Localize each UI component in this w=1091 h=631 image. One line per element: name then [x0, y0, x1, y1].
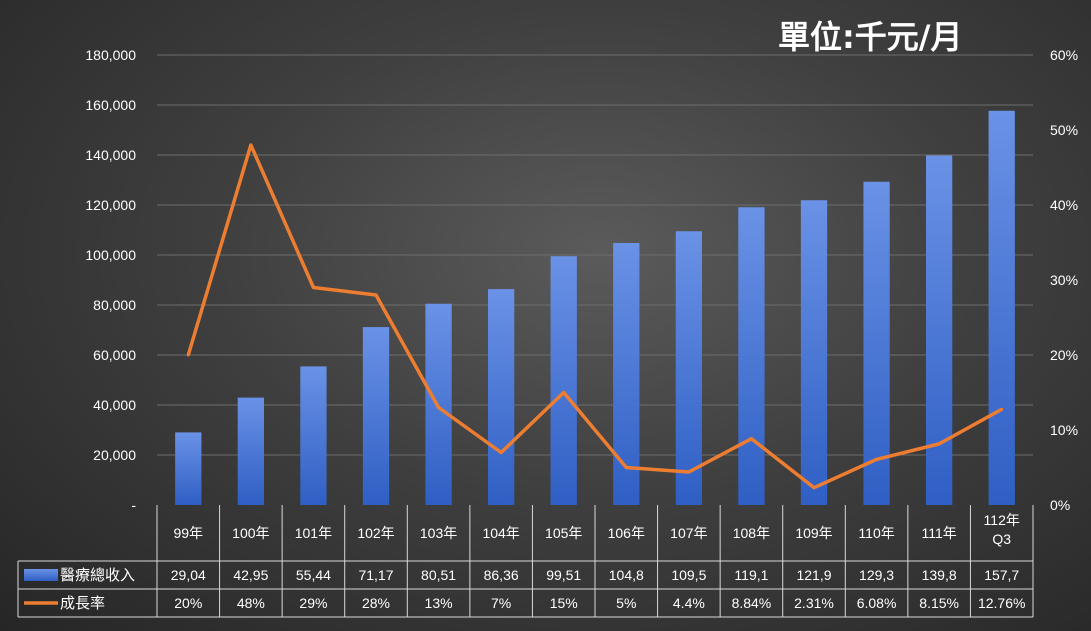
- table-cell: 12.76%: [978, 595, 1025, 611]
- table-cell: 48%: [237, 595, 265, 611]
- bar: [488, 289, 515, 505]
- growth-point: [687, 470, 691, 474]
- data-table: 99年 100年 101年 102年 103年 104年 105年 106年 107年 108年 1…: [17, 505, 1034, 618]
- right-tick-label: 30%: [1050, 272, 1078, 288]
- growth-point: [374, 293, 378, 297]
- category-label: 99年: [173, 525, 203, 541]
- category-label: 109年: [795, 525, 832, 541]
- growth-point: [624, 466, 628, 469]
- right-tick-label: 20%: [1050, 347, 1078, 363]
- growth-point: [749, 437, 753, 441]
- table-cell: 13%: [425, 595, 453, 611]
- growth-line: [186, 143, 1003, 490]
- table-cell: 139,8: [922, 567, 957, 583]
- legend-bar-swatch: [24, 569, 58, 581]
- category-label: 110年: [858, 525, 894, 541]
- bar: [863, 181, 890, 505]
- right-tick-label: 0%: [1050, 497, 1070, 513]
- category-label: 100年: [232, 525, 269, 541]
- left-tick-label: 160,000: [85, 97, 136, 113]
- bar: [926, 155, 953, 505]
- bar: [362, 327, 390, 505]
- category-label: 108年: [733, 525, 770, 541]
- bar: [613, 243, 640, 505]
- left-tick-label: 40,000: [93, 397, 136, 413]
- table-cell: 4.4%: [673, 595, 705, 611]
- bar: [550, 256, 577, 505]
- bar: [675, 231, 702, 505]
- category-label: 105年: [545, 525, 582, 541]
- growth-point: [311, 286, 315, 289]
- table-cell: 71,17: [358, 567, 393, 583]
- table-cell: 5%: [616, 595, 636, 611]
- bar: [988, 110, 1015, 505]
- left-tick-label: -: [131, 497, 136, 513]
- right-tick-label: 60%: [1050, 47, 1078, 63]
- table-cell: 104,8: [609, 567, 644, 583]
- unit-label: 單位:千元/月: [778, 18, 963, 56]
- table-cell: 2.31%: [794, 595, 834, 611]
- category-label: 101年: [295, 525, 332, 541]
- growth-point: [812, 486, 816, 490]
- category-label: 103年: [420, 525, 457, 541]
- right-tick-label: 50%: [1050, 122, 1078, 138]
- bar: [175, 432, 202, 505]
- table-cell: 20%: [174, 595, 202, 611]
- growth-point: [249, 143, 253, 147]
- table-cell: 28%: [362, 595, 390, 611]
- table-cell: 7%: [491, 595, 511, 611]
- table-cell: 99,51: [546, 567, 581, 583]
- right-tick-label: 10%: [1050, 422, 1078, 438]
- category-label: 107年: [670, 525, 707, 541]
- category-label: 102年: [357, 525, 394, 541]
- table-cell: 119,1: [734, 567, 768, 583]
- table-cell: 8.15%: [919, 595, 959, 611]
- series-name: 醫療總收入: [60, 566, 135, 584]
- table-cell: 55,44: [296, 567, 331, 583]
- category-label: 111年: [922, 525, 957, 541]
- growth-point: [186, 353, 190, 357]
- bar: [738, 207, 765, 505]
- table-cell: 121,9: [796, 567, 831, 583]
- bar: [800, 200, 828, 505]
- category-label: 112年 Q3: [984, 512, 1020, 547]
- growth-point: [562, 391, 566, 394]
- left-tick-label: 60,000: [93, 347, 136, 363]
- growth-point: [875, 457, 879, 461]
- table-cell: 109,5: [671, 567, 706, 583]
- left-tick-label: 100,000: [85, 247, 136, 263]
- table-cell: 86,36: [484, 567, 519, 583]
- left-tick-label: 120,000: [85, 197, 136, 213]
- left-tick-label: 180,000: [85, 47, 136, 63]
- line-series: [186, 143, 1004, 490]
- table-cell: 15%: [550, 595, 578, 611]
- right-tick-label: 40%: [1050, 197, 1078, 213]
- table-cell: 29%: [299, 595, 327, 611]
- table-cell: 129,3: [859, 567, 894, 583]
- category-label: 104年: [482, 525, 519, 541]
- growth-point: [1000, 407, 1004, 411]
- right-axis-ticks: 0% 10% 20% 30% 40% 50% 60%: [1050, 47, 1078, 513]
- table-cell: 157,7: [984, 567, 1019, 583]
- left-tick-label: 140,000: [85, 147, 136, 163]
- table-cell: 80,51: [421, 567, 456, 583]
- category-label: 106年: [608, 525, 645, 541]
- table-cell: 42,95: [233, 567, 268, 583]
- series-name: 成長率: [60, 595, 105, 612]
- left-tick-label: 80,000: [93, 297, 136, 313]
- bar: [237, 397, 264, 505]
- table-cell: 6.08%: [857, 595, 897, 611]
- table-cell: 29,04: [171, 567, 206, 583]
- bar-series: [175, 110, 1015, 505]
- growth-point: [437, 406, 441, 409]
- gridlines: [157, 54, 1033, 456]
- growth-point: [937, 442, 941, 446]
- table-cell: 8.84%: [732, 595, 772, 611]
- bar: [300, 366, 327, 505]
- growth-point: [499, 451, 503, 454]
- left-tick-label: 20,000: [93, 447, 136, 463]
- left-axis-ticks: - 20,000 40,000 60,000 80,000 100,000 120,000 1…: [85, 47, 136, 513]
